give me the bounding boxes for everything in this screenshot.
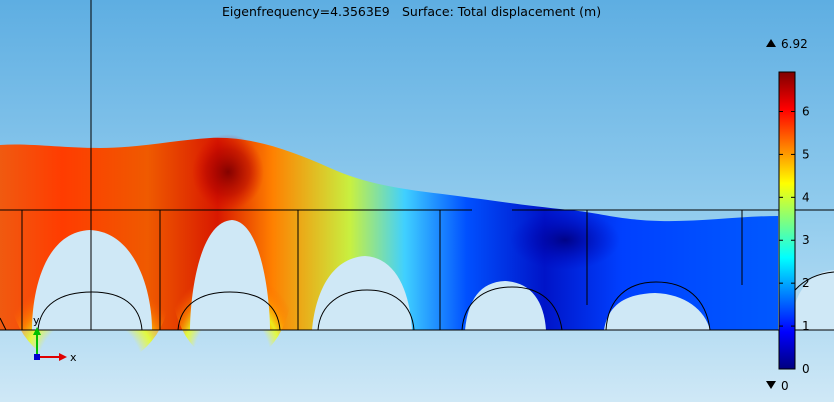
original-hole-outline bbox=[317, 289, 415, 331]
original-hole-outline bbox=[37, 291, 143, 331]
colorbar-min-label: 0 bbox=[781, 379, 789, 393]
max-displacement-hotspot bbox=[192, 134, 264, 210]
colorbar-tick-label: 2 bbox=[802, 276, 810, 290]
surface-expression-label: Surface: Total displacement (m) bbox=[402, 4, 601, 19]
undeformed-geometry bbox=[0, 0, 834, 331]
colorbar: 6.92 0 1 2 3 4 5 6 0 bbox=[766, 37, 810, 393]
colorbar-tick-label: 1 bbox=[802, 319, 810, 333]
colorbar-scale bbox=[778, 71, 796, 370]
original-hole-outline bbox=[177, 291, 281, 331]
eigenfrequency-label: Eigenfrequency=4.3563E9 bbox=[222, 4, 390, 19]
triangle-down-icon bbox=[766, 381, 776, 389]
y-arrowhead-icon bbox=[33, 327, 41, 335]
original-hole-outline bbox=[605, 281, 711, 331]
y-axis-label: y bbox=[33, 314, 40, 327]
colorbar-tick-label: 0 bbox=[802, 362, 810, 376]
origin-marker bbox=[34, 354, 40, 360]
colorbar-max-label: 6.92 bbox=[781, 37, 808, 51]
colorbar-ticks: 0 1 2 3 4 5 6 bbox=[779, 104, 810, 376]
triangle-up-icon bbox=[766, 39, 776, 47]
axis-triad: y x bbox=[33, 314, 77, 364]
colorbar-tick-label: 3 bbox=[802, 233, 810, 247]
colorbar-tick-label: 5 bbox=[802, 147, 810, 161]
original-hole-outline bbox=[461, 286, 563, 331]
x-axis-label: x bbox=[70, 351, 77, 364]
low-displacement-zone bbox=[510, 210, 620, 270]
original-hole-outline bbox=[0, 317, 7, 331]
colorbar-tick-label: 4 bbox=[802, 190, 810, 204]
holes bbox=[32, 220, 834, 330]
x-arrowhead-icon bbox=[59, 353, 67, 361]
colorbar-tick-label: 6 bbox=[802, 104, 810, 118]
